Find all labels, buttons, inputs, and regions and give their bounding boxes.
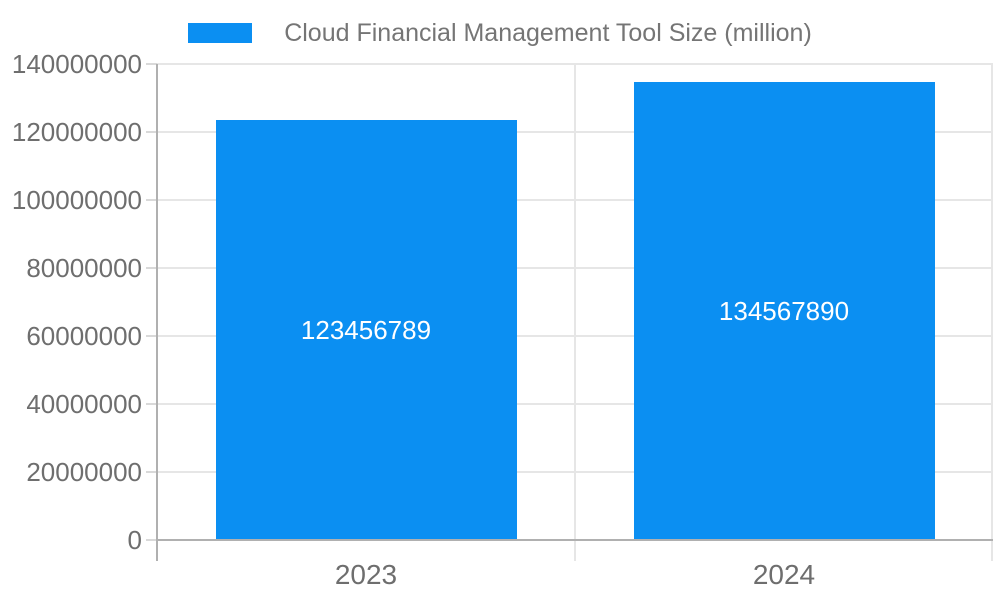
- y-tick-label: 80000000: [26, 253, 142, 283]
- y-tick: [146, 131, 157, 133]
- y-tick: [146, 199, 157, 201]
- y-tick-label: 40000000: [26, 389, 142, 419]
- y-tick: [146, 539, 157, 541]
- legend-label: Cloud Financial Management Tool Size (mi…: [284, 19, 812, 47]
- y-tick-label: 120000000: [11, 117, 142, 147]
- bar-value-label: 134567890: [718, 296, 850, 327]
- y-tick-label: 0: [127, 525, 142, 555]
- y-tick: [146, 403, 157, 405]
- x-axis-line: [157, 539, 993, 541]
- y-tick-label: 20000000: [26, 457, 142, 487]
- y-tick: [146, 471, 157, 473]
- bar-2024[interactable]: [633, 82, 935, 540]
- y-tick-label: 100000000: [11, 185, 142, 215]
- x-tick-label-2023: 2023: [334, 559, 398, 590]
- x-tick-label-2024: 2024: [752, 559, 816, 590]
- legend[interactable]: Cloud Financial Management Tool Size (mi…: [0, 18, 1000, 48]
- y-tick: [146, 63, 157, 65]
- y-tick-label: 140000000: [11, 49, 142, 79]
- bar-2023[interactable]: [215, 120, 517, 540]
- category-divider: [574, 64, 576, 561]
- y-tick-label: 60000000: [26, 321, 142, 351]
- bar-value-label: 123456789: [300, 315, 432, 346]
- y-axis-line: [156, 64, 158, 561]
- plot-right-border: [991, 64, 993, 561]
- y-tick: [146, 267, 157, 269]
- legend-swatch-icon: [188, 23, 253, 43]
- y-tick: [146, 335, 157, 337]
